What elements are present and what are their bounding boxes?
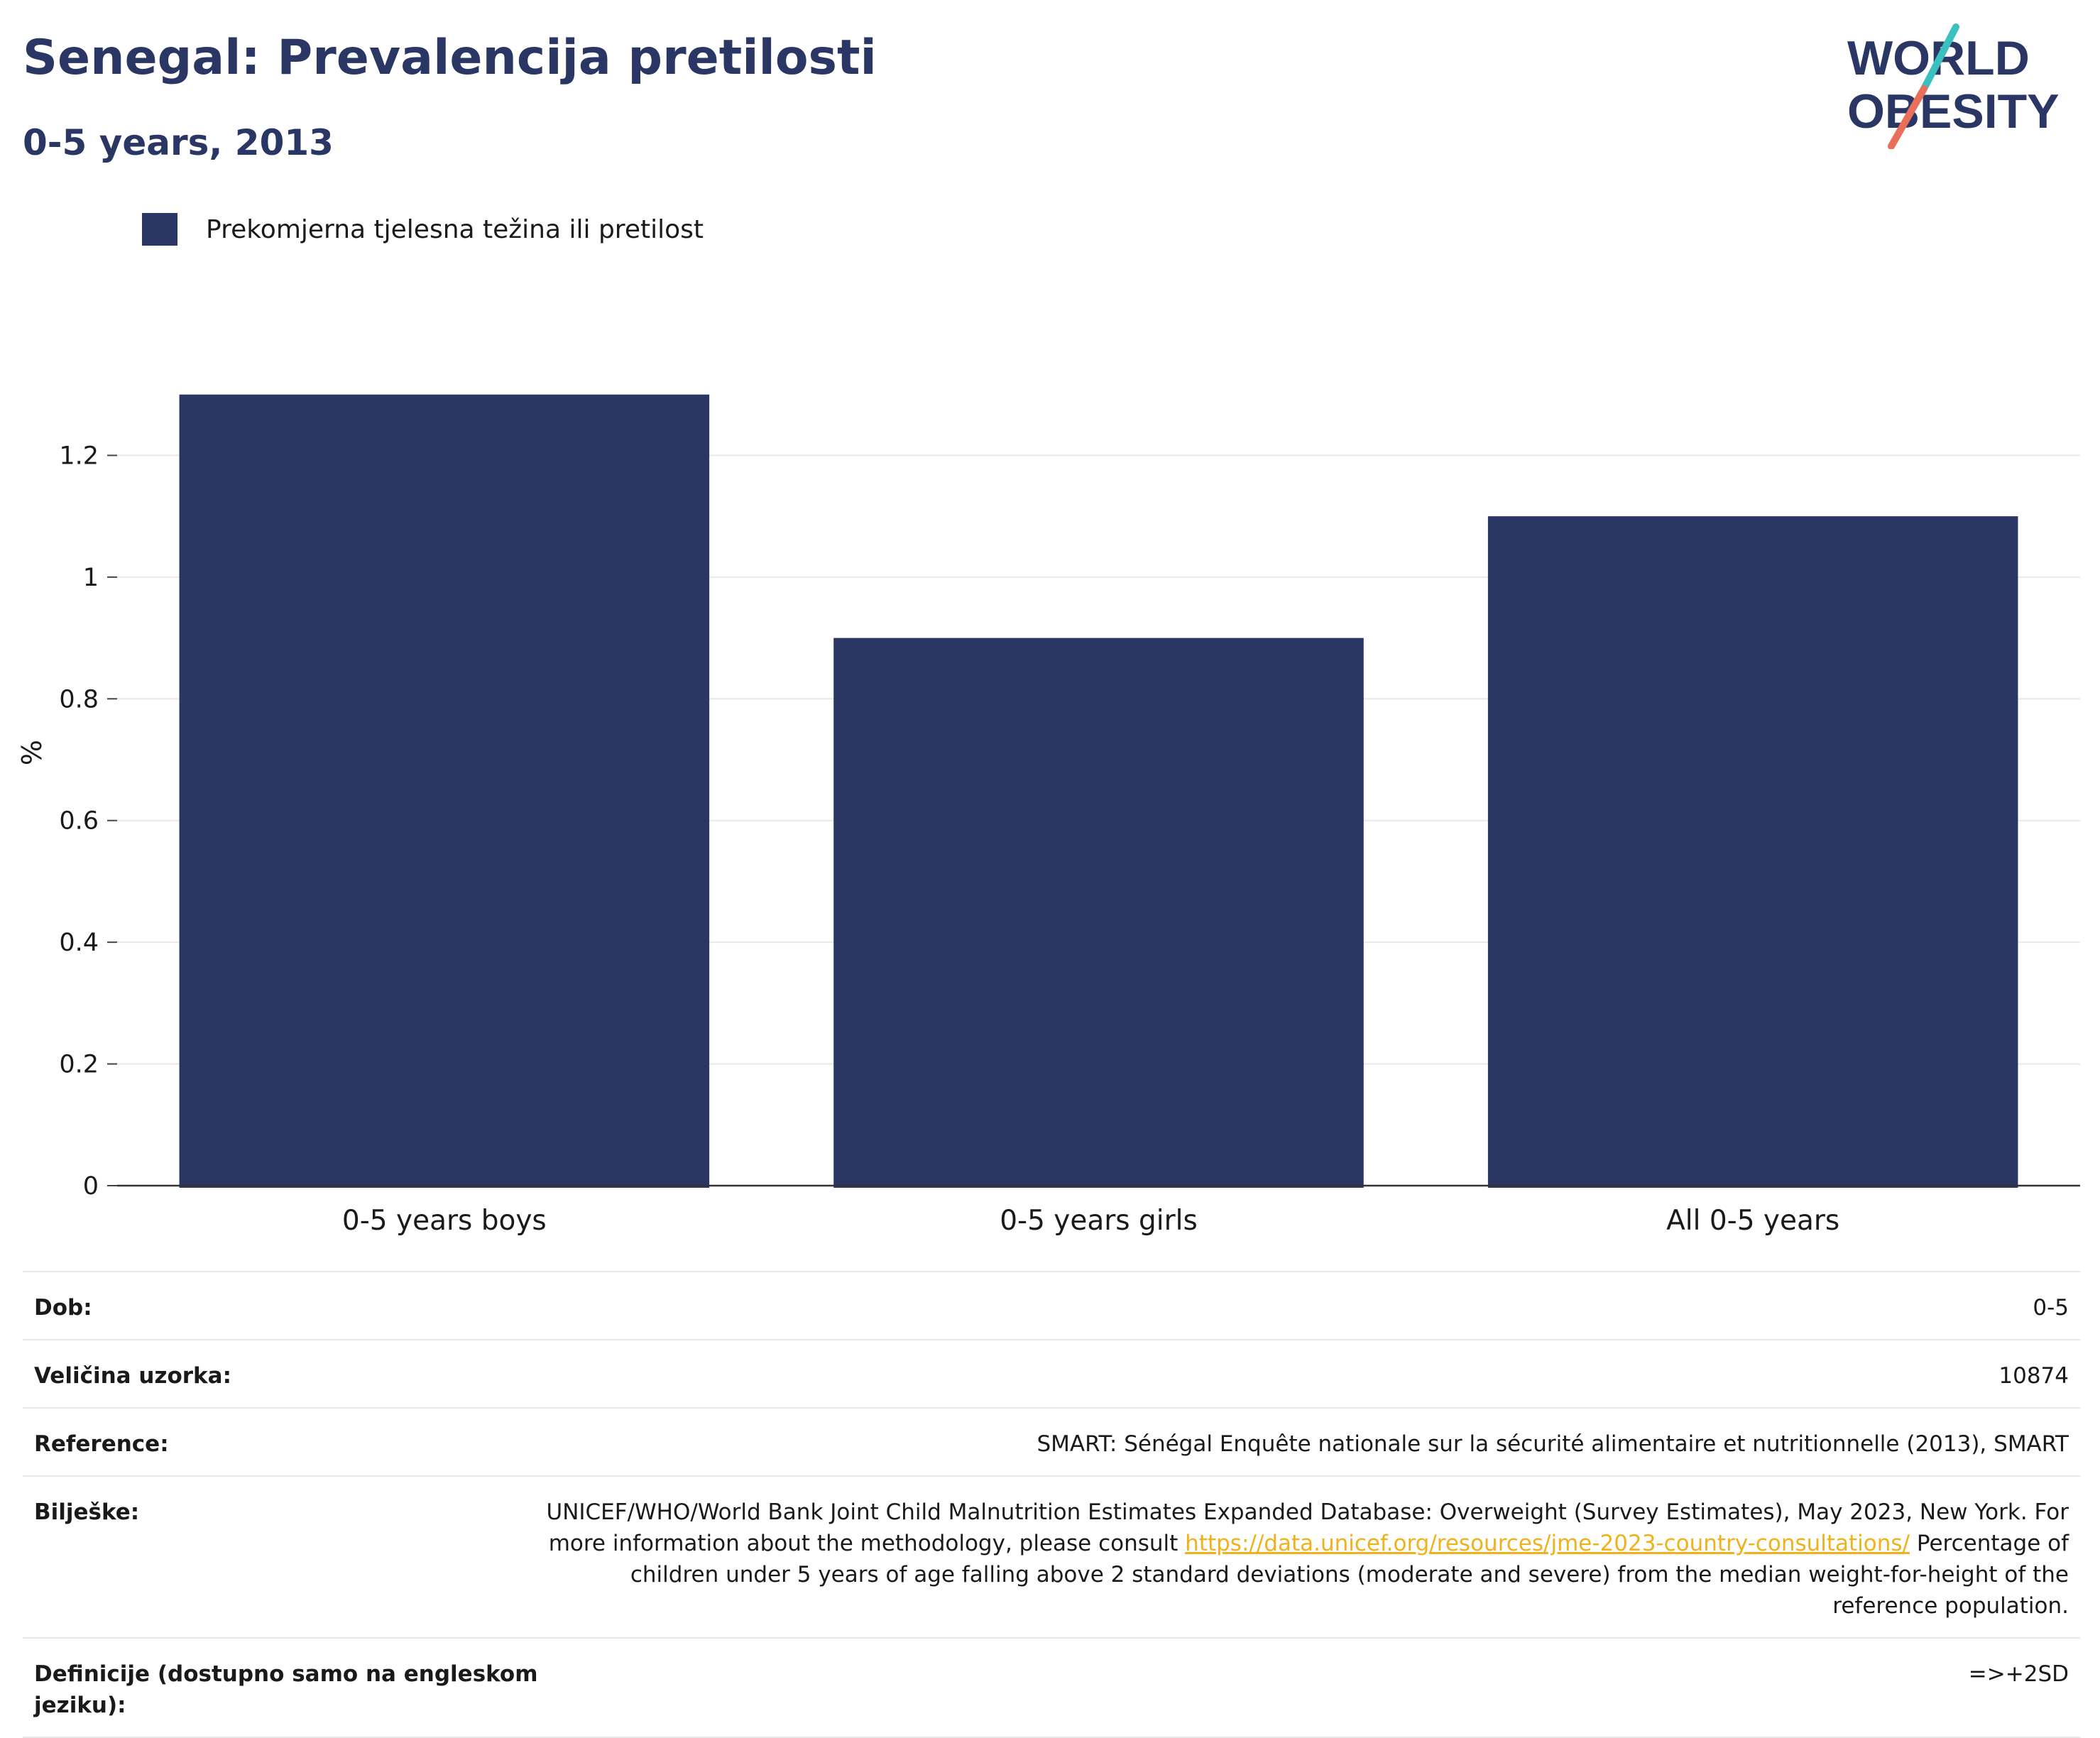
info-label: Dob: [34, 1295, 92, 1321]
info-label: Definicije (dostupno samo na engleskom j… [34, 1661, 538, 1718]
bar-2 [1487, 516, 2018, 1188]
bar-1 [833, 638, 1364, 1188]
y-tick-label: 0.8 [59, 685, 99, 714]
info-label: Bilješke: [34, 1499, 140, 1525]
y-tick-label: 0 [83, 1172, 99, 1201]
info-value: SMART: Sénégal Enquête nationale sur la … [1037, 1431, 2069, 1457]
methodology-link[interactable]: https://data.unicef.org/resources/jme-20… [1185, 1531, 1910, 1556]
legend-swatch [142, 213, 177, 246]
logo-line2: OBESITY [1847, 84, 2060, 138]
info-row-age: Dob: 0-5 [23, 1271, 2080, 1339]
x-tick-label: All 0-5 years [1666, 1205, 1839, 1237]
info-row-sample-size: Veličina uzorka: 10874 [23, 1339, 2080, 1407]
world-obesity-logo: WORLD OBESITY [1847, 23, 2060, 149]
y-tick-label: 0.6 [59, 807, 99, 836]
info-label: Reference: [34, 1431, 169, 1457]
info-table: Dob: 0-5 Veličina uzorka: 10874 Referenc… [23, 1271, 2080, 1738]
page-subtitle: 0-5 years, 2013 [23, 122, 334, 163]
info-row-notes: Bilješke: UNICEF/WHO/World Bank Joint Ch… [23, 1475, 2080, 1637]
y-axis-label: % [16, 740, 48, 765]
bar-0 [179, 394, 710, 1188]
info-value: 0-5 [2033, 1295, 2069, 1321]
notes-text-after: Percentage of children under 5 years of … [630, 1531, 2069, 1619]
info-row-definitions: Definicije (dostupno samo na engleskom j… [23, 1637, 2080, 1738]
y-tick-label: 0.2 [59, 1051, 99, 1079]
chart-legend[interactable]: Prekomjerna tjelesna težina ili pretilos… [142, 213, 704, 246]
bar-chart: 0 0.2 0.4 0.6 0.8 1 1.2% 0-5 years boys 0-5 year… [16, 394, 2080, 1237]
info-value-notes: UNICEF/WHO/World Bank Joint Child Malnut… [545, 1497, 2069, 1622]
y-tick-label: 0.4 [59, 929, 99, 957]
notes-text-before: UNICEF/WHO/World Bank Joint Child Malnut… [546, 1499, 2069, 1556]
info-label: Veličina uzorka: [34, 1363, 231, 1389]
logo-slash-bottom [1888, 85, 1927, 149]
legend-label: Prekomjerna tjelesna težina ili pretilos… [206, 214, 704, 244]
x-tick-label: 0-5 years boys [342, 1205, 547, 1237]
info-row-reference: Reference: SMART: Sénégal Enquête nation… [23, 1407, 2080, 1475]
x-tick-label: 0-5 years girls [1000, 1205, 1198, 1237]
y-tick-label: 1.2 [59, 442, 99, 470]
info-value: 10874 [1998, 1363, 2069, 1389]
logo-slash-top [1920, 23, 1959, 92]
page-title: Senegal: Prevalencija pretilosti [23, 30, 877, 86]
info-value: =>+2SD [1968, 1661, 2069, 1687]
y-tick-label: 1 [83, 564, 99, 592]
